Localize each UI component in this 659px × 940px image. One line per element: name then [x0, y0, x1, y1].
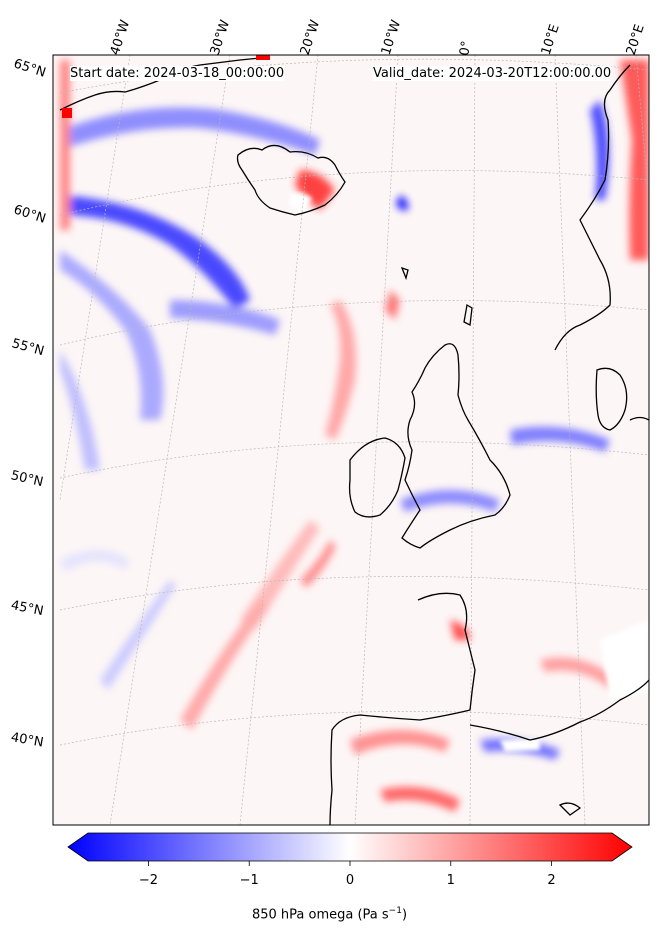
graticule — [59, 55, 649, 825]
colorbar-label-suffix: ) — [401, 907, 408, 923]
colorbar-label-exponent: −1 — [388, 906, 402, 916]
colorbar-label: 850 hPa omega (Pa s−1) — [0, 906, 659, 922]
lon-label-0: 0° — [457, 39, 475, 57]
colorbar-tick-label: 2 — [547, 873, 555, 888]
coastlines — [59, 56, 649, 825]
colorbar-ticks: −2 −1 0 1 2 — [139, 861, 556, 888]
start-date-label: Start date: 2024-03-18_00:00:00 — [70, 66, 285, 81]
valid-date-label: Valid_date: 2024-03-20T12:00:00.00 — [373, 66, 612, 81]
colorbar-label-text: 850 hPa omega (Pa s — [251, 907, 389, 923]
map-frame — [52, 54, 650, 826]
colorbar-tick-label: 1 — [447, 873, 455, 888]
colorbar-tick-label: −1 — [240, 873, 259, 888]
colorbar-tick-label: 0 — [346, 873, 354, 888]
omega-field — [53, 55, 649, 825]
colorbar-tick-label: −2 — [139, 873, 158, 888]
colorbar: −2 −1 0 1 2 — [67, 832, 633, 888]
